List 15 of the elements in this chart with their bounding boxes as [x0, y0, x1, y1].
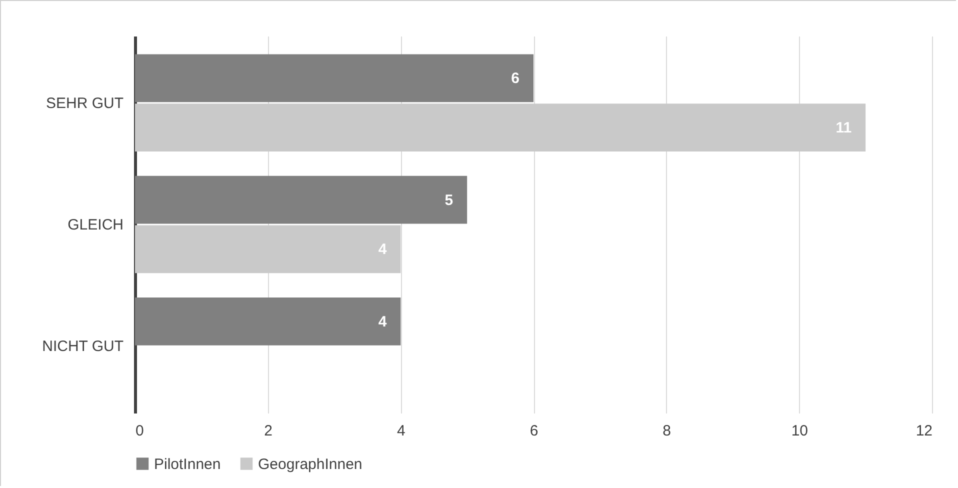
data-label: 6 [511, 70, 520, 88]
x-tick-label: 8 [662, 422, 672, 440]
y-tick-label: NICHT GUT [42, 338, 124, 356]
x-tick-label: 10 [791, 422, 808, 440]
legend-label: GeographInnen [258, 456, 362, 473]
x-tick-label: 4 [396, 422, 406, 440]
data-label: 4 [378, 313, 388, 330]
x-tick-label: 0 [136, 422, 144, 440]
x-tick-label: 12 [916, 422, 932, 440]
data-label: 5 [444, 192, 454, 209]
x-tick-label: 6 [530, 422, 538, 440]
legend-label: PilotInnen [154, 456, 221, 473]
y-tick-label: GLEICH [68, 216, 124, 234]
y-tick-label: SEHR GUT [46, 94, 124, 112]
x-tick-label: 2 [264, 422, 273, 440]
